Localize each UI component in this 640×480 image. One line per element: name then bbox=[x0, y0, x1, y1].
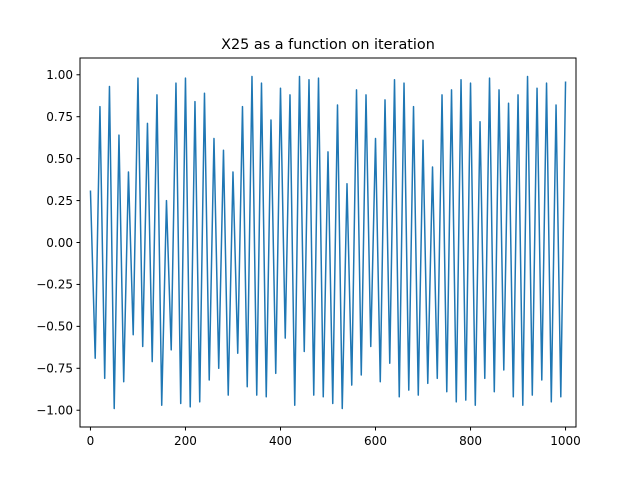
y-axis: −1.00 −0.75 −0.50 −0.25 0.00 0.25 0.50 0.75 1.00 bbox=[36, 68, 80, 418]
y-tick-label: 0.75 bbox=[46, 110, 73, 124]
y-tick-label: 0.50 bbox=[46, 152, 73, 166]
y-tick-label: 0.25 bbox=[46, 194, 73, 208]
chart-title: X25 as a function on iteration bbox=[221, 37, 435, 53]
plot-area bbox=[79, 57, 577, 428]
y-tick-label: −0.50 bbox=[36, 320, 73, 334]
y-tick-label: −0.25 bbox=[36, 278, 73, 292]
x-tick-label: 400 bbox=[269, 434, 292, 448]
x-tick-label: 600 bbox=[364, 434, 387, 448]
y-tick-label: −1.00 bbox=[36, 404, 73, 418]
x-axis: 0 200 400 600 800 1000 bbox=[87, 427, 581, 448]
series-line-x25 bbox=[89, 75, 567, 410]
x-tick-label: 200 bbox=[174, 434, 197, 448]
y-tick-label: 0.00 bbox=[46, 236, 73, 250]
y-tick-label: 1.00 bbox=[46, 68, 73, 82]
x-tick-label: 800 bbox=[459, 434, 482, 448]
y-tick-label: −0.75 bbox=[36, 362, 73, 376]
x-tick-label: 0 bbox=[87, 434, 95, 448]
x-tick-label: 1000 bbox=[550, 434, 581, 448]
